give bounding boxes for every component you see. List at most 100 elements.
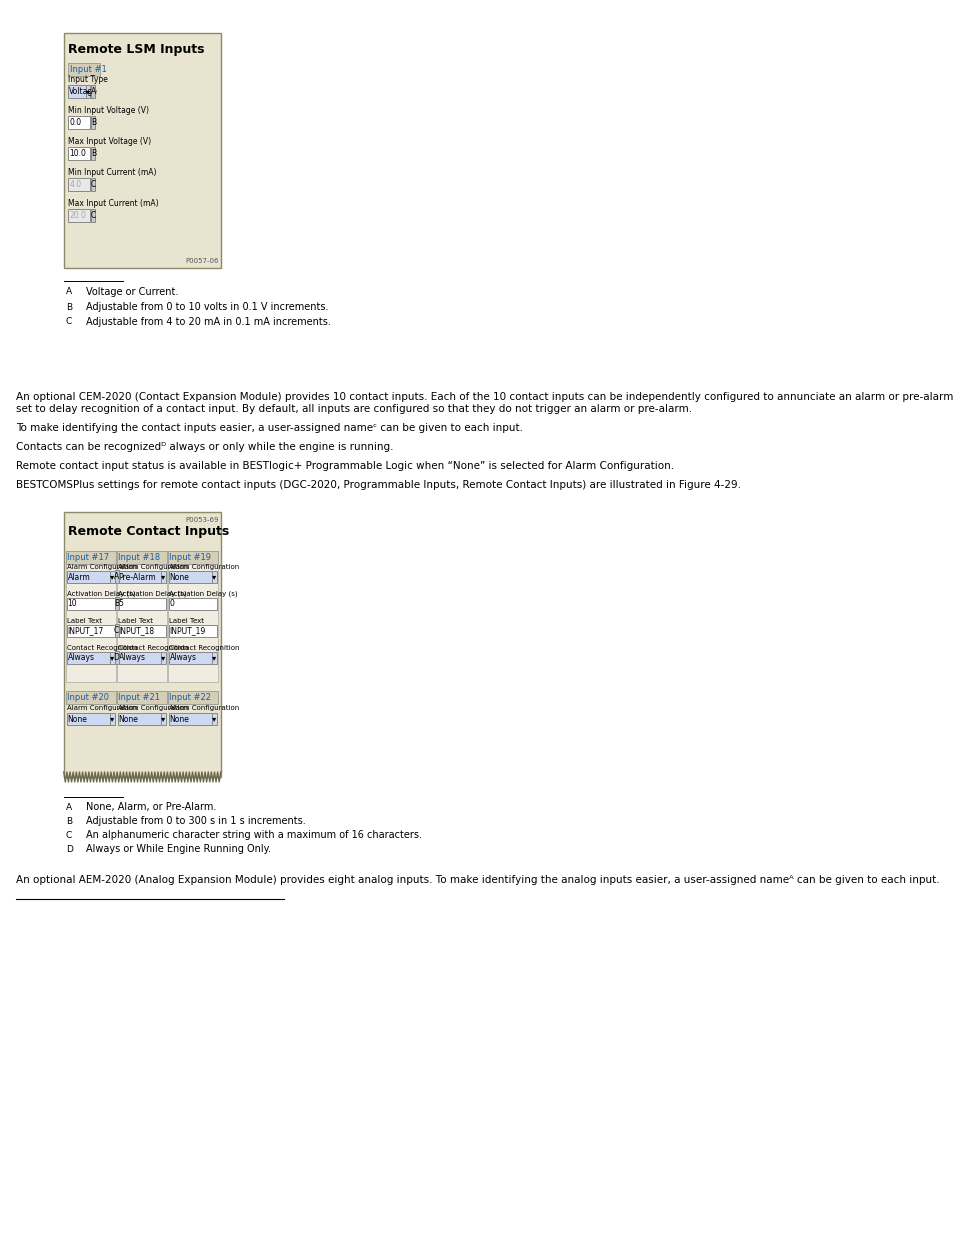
Text: Alarm Configuration: Alarm Configuration [117,564,188,571]
Bar [117,692,167,704]
Bar [67,571,110,583]
Bar [161,652,166,664]
Text: set to delay recognition of a contact input. By default, all inputs are configur: set to delay recognition of a contact in… [15,404,691,414]
Text: Always: Always [68,653,94,662]
Bar [110,713,114,725]
Text: Contacts can be recognizedᴰ always or only while the engine is running.: Contacts can be recognizedᴰ always or on… [15,442,393,452]
Bar [161,571,166,583]
Text: A: A [66,803,72,811]
Text: B: B [66,816,72,825]
Bar [110,652,114,664]
Text: Always: Always [118,653,146,662]
Text: Remote Contact Inputs: Remote Contact Inputs [68,525,229,538]
Bar [168,551,217,564]
Text: Input Type: Input Type [69,75,109,84]
Text: A: A [66,288,72,296]
Text: A: A [113,572,119,580]
Text: Max Input Current (mA): Max Input Current (mA) [69,199,159,207]
Bar [67,598,114,610]
Text: INPUT_18: INPUT_18 [118,626,154,636]
Bar [69,147,91,161]
Bar [91,147,95,161]
Text: None, Alarm, or Pre-Alarm.: None, Alarm, or Pre-Alarm. [87,802,216,811]
Text: D: D [66,845,72,853]
Text: INPUT_17: INPUT_17 [68,626,104,636]
Bar [69,209,91,222]
Text: ▾: ▾ [111,715,114,724]
Text: C: C [91,180,96,189]
Bar [213,652,216,664]
Text: D: D [113,653,119,662]
Bar [117,564,167,682]
Text: To make identifying the contact inputs easier, a user-assigned nameᶜ can be give: To make identifying the contact inputs e… [15,424,522,433]
Bar [69,116,91,128]
Text: 0: 0 [170,599,174,609]
Bar [67,652,110,664]
Text: INPUT_19: INPUT_19 [170,626,206,636]
Bar [117,551,167,564]
Text: Alarm Configuration: Alarm Configuration [117,705,188,711]
Text: None: None [118,715,138,724]
Text: C: C [91,211,96,220]
Text: Input #20: Input #20 [67,693,109,701]
Bar [114,597,118,610]
Text: Adjustable from 4 to 20 mA in 0.1 mA increments.: Adjustable from 4 to 20 mA in 0.1 mA inc… [87,317,331,327]
Text: Input #1: Input #1 [70,65,107,74]
Text: Input #18: Input #18 [118,553,160,562]
Bar [91,209,95,222]
Bar [69,178,91,191]
Bar [117,652,161,664]
Text: Min Input Current (mA): Min Input Current (mA) [69,168,157,177]
Text: ▾: ▾ [213,573,216,582]
Text: Input #17: Input #17 [67,553,109,562]
Bar [114,624,118,637]
Bar [67,625,114,637]
Text: Min Input Voltage (V): Min Input Voltage (V) [69,106,150,115]
Text: Activation Delay (s): Activation Delay (s) [169,590,237,597]
Text: None: None [170,715,190,724]
Text: Alarm Configuration: Alarm Configuration [67,705,136,711]
Text: Contact Recognition: Contact Recognition [169,645,239,651]
Text: B: B [66,303,72,311]
Text: Alarm Configuration: Alarm Configuration [169,705,239,711]
Text: Activation Delay (s): Activation Delay (s) [67,590,135,597]
Bar [168,692,217,704]
Text: 10.0: 10.0 [70,149,86,158]
Text: Contact Recognition: Contact Recognition [117,645,188,651]
Text: Pre-Alarm: Pre-Alarm [118,573,156,582]
Text: ▾: ▾ [213,715,216,724]
Bar [69,63,100,77]
Text: None: None [170,573,190,582]
Text: P0057-06: P0057-06 [186,258,219,264]
Bar [64,513,220,777]
Text: B: B [91,119,96,127]
Text: C: C [66,830,72,840]
Text: Label Text: Label Text [117,618,152,624]
Bar [66,692,115,704]
Text: Input #22: Input #22 [169,693,211,701]
Text: Input #21: Input #21 [118,693,160,701]
Text: ▾: ▾ [86,86,91,96]
Bar [114,651,118,664]
Bar [169,713,213,725]
Bar [67,713,110,725]
Bar [117,713,161,725]
Bar [110,571,114,583]
Text: P0053-69: P0053-69 [186,517,219,522]
Text: Input #19: Input #19 [169,553,211,562]
Text: 0.0: 0.0 [70,119,81,127]
Bar [91,178,95,191]
Text: 5: 5 [118,599,123,609]
Text: Alarm Configuration: Alarm Configuration [169,564,239,571]
Text: Always or While Engine Running Only.: Always or While Engine Running Only. [87,844,271,853]
Text: 20.0: 20.0 [70,211,86,220]
Bar [117,598,166,610]
Bar [117,625,166,637]
Text: Always: Always [170,653,196,662]
Text: Alarm: Alarm [68,573,91,582]
Text: Voltage: Voltage [70,86,98,96]
Bar [117,571,161,583]
Text: 4.0: 4.0 [70,180,81,189]
Bar [69,85,86,98]
Text: B: B [113,599,119,608]
